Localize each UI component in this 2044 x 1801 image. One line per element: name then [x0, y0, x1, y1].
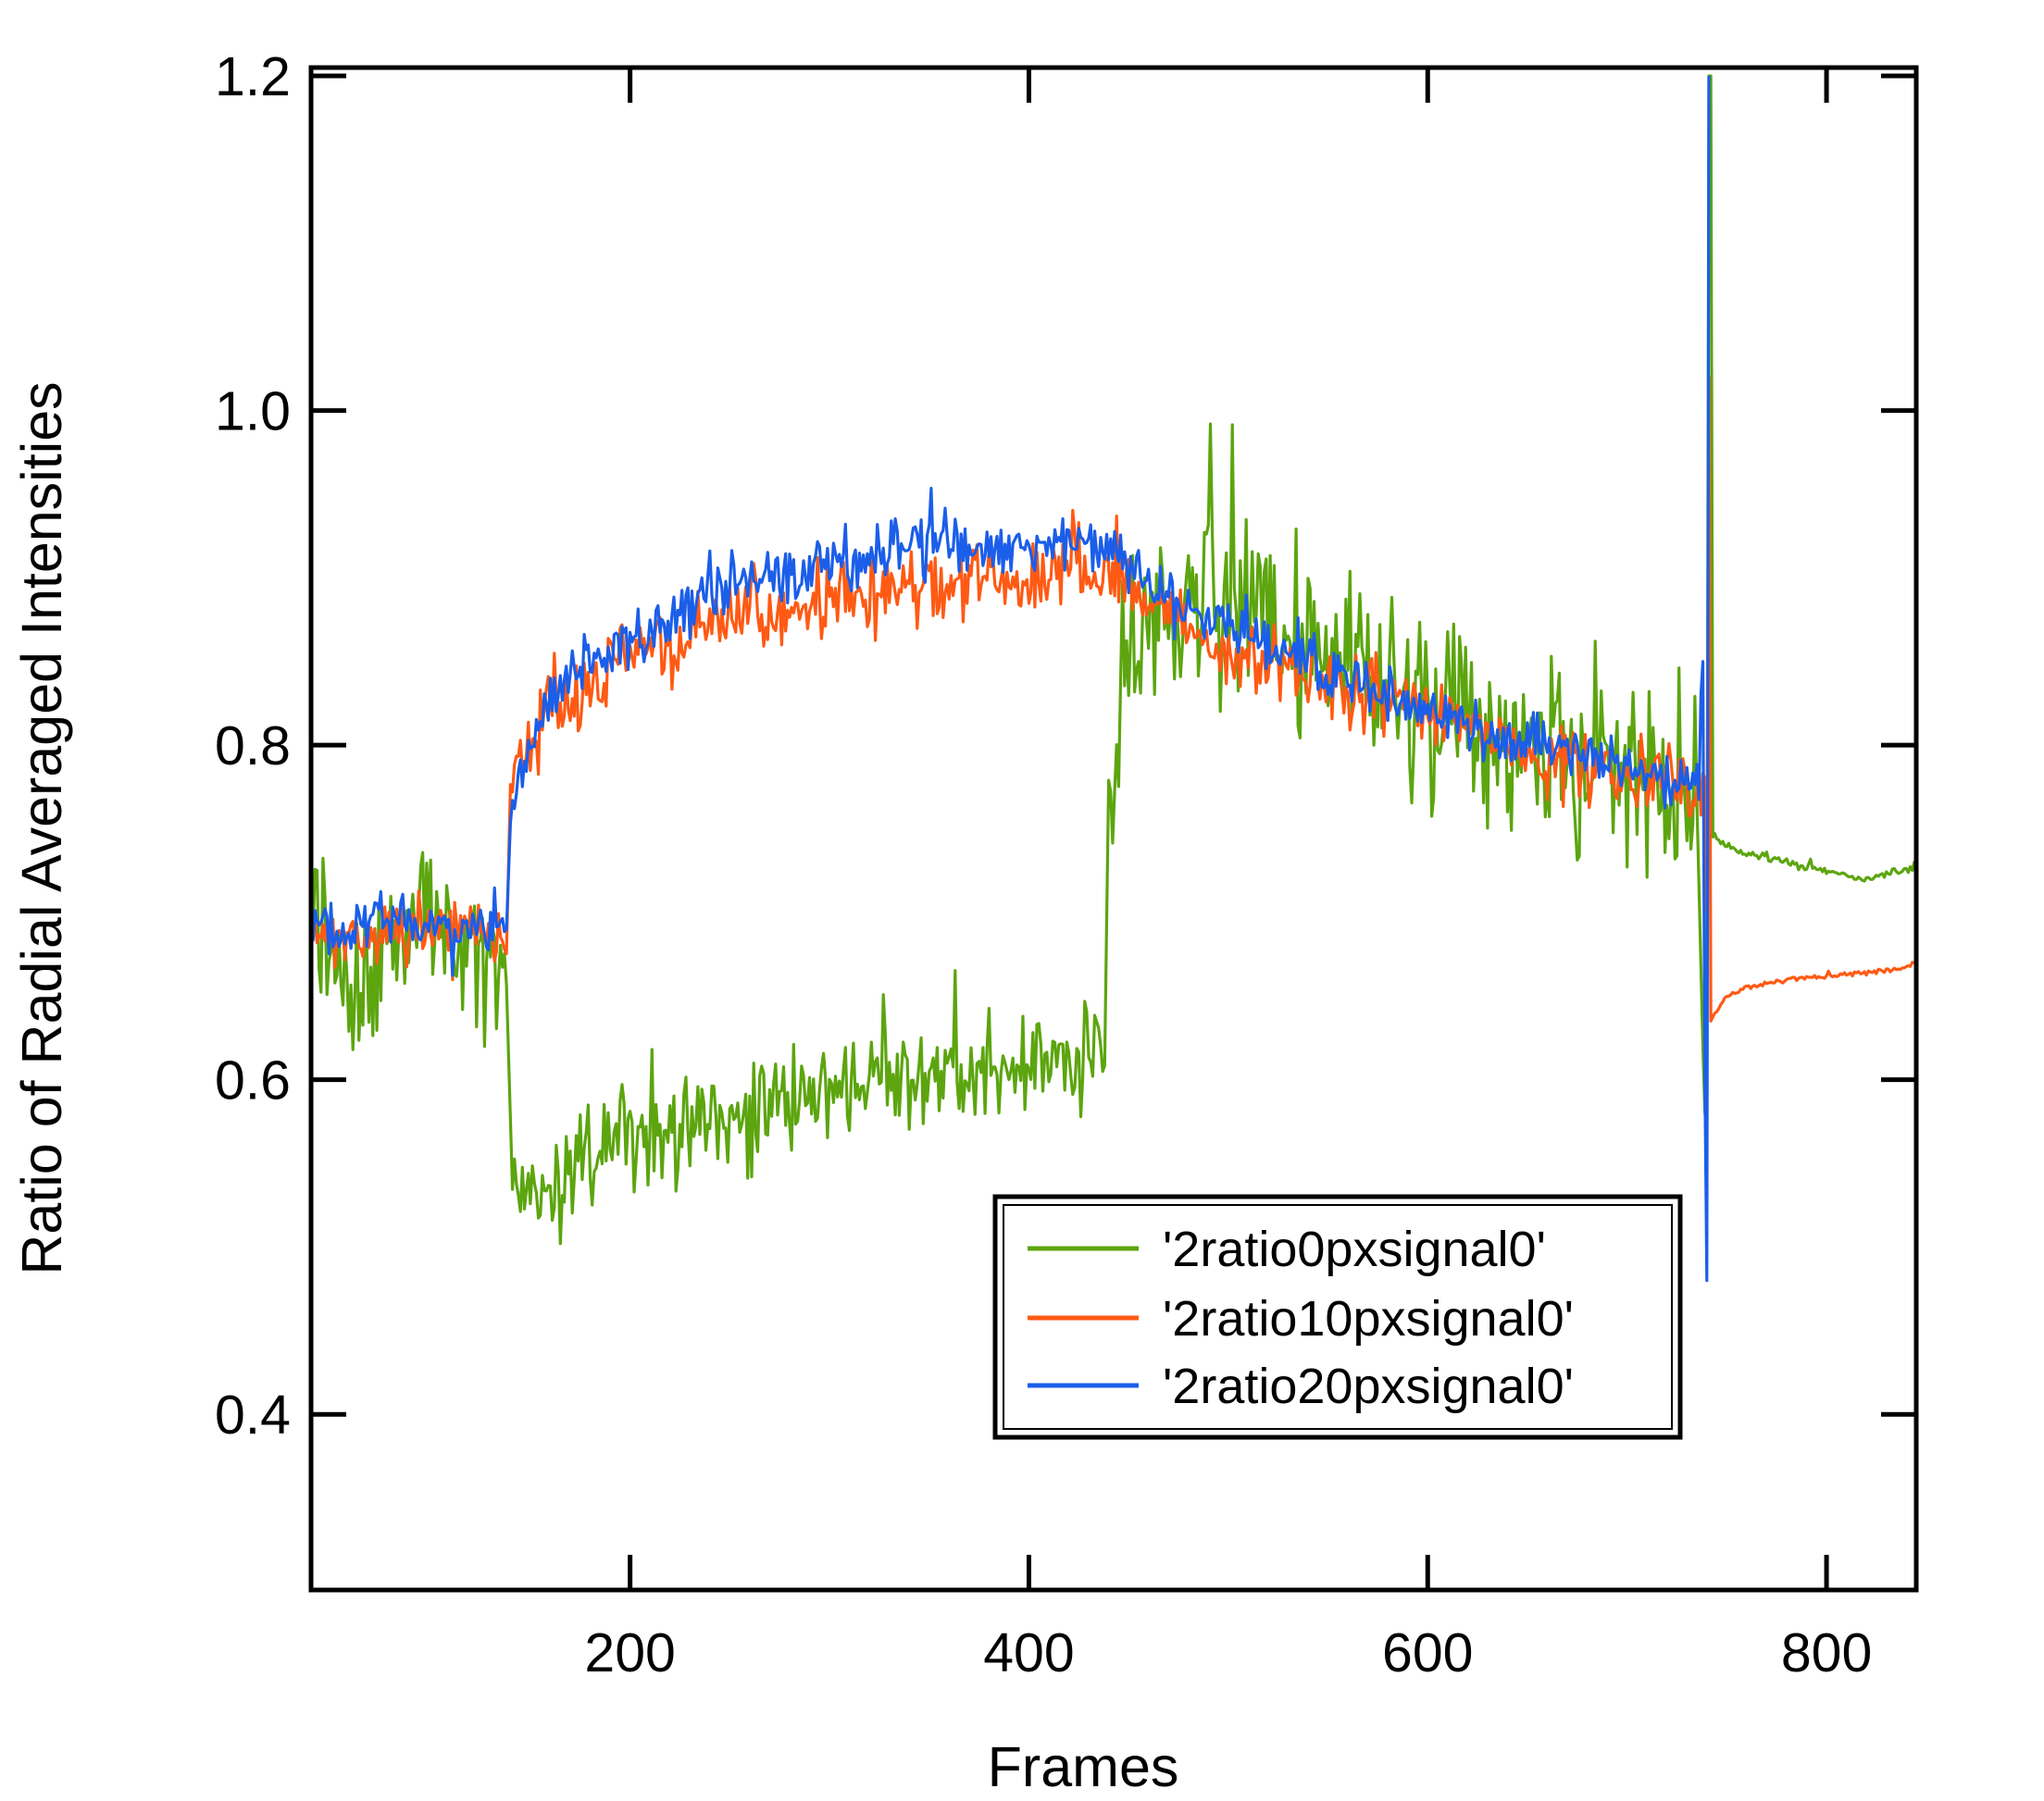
y-tick-label: 0.8	[215, 715, 291, 776]
x-tick-label: 600	[1382, 1622, 1473, 1683]
x-tick-label: 200	[584, 1622, 675, 1683]
series-layer	[309, 74, 1918, 1283]
y-axis-label: Ratio of Radial Averaged Intensities	[10, 381, 73, 1274]
x-axis-label: Frames	[988, 1735, 1179, 1798]
y-tick-label: 0.4	[215, 1385, 291, 1446]
y-tick-label: 1.0	[215, 381, 291, 442]
x-tick-label: 400	[983, 1622, 1074, 1683]
legend-label-1: '2ratio10pxsignal0'	[1163, 1291, 1574, 1347]
legend: '2ratio0pxsignal0' '2ratio10pxsignal0' '…	[992, 1194, 1683, 1440]
y-tick-label: 1.2	[215, 46, 291, 107]
x-axis-ticks: 200 400 600 800	[584, 68, 1872, 1683]
legend-label-0: '2ratio0pxsignal0'	[1163, 1222, 1546, 1277]
legend-label-2: '2ratio20pxsignal0'	[1163, 1359, 1574, 1414]
series-line-0	[309, 74, 1918, 1246]
series-line-2	[309, 75, 1711, 1283]
legend-box-inner	[1003, 1204, 1673, 1430]
plot-frame	[308, 65, 1919, 1593]
x-tick-label: 800	[1781, 1622, 1872, 1683]
y-tick-label: 0.6	[215, 1050, 291, 1112]
y-axis-ticks: 0.4 0.6 0.8 1.0 1.2	[215, 46, 1916, 1446]
legend-box-outer	[992, 1194, 1683, 1440]
